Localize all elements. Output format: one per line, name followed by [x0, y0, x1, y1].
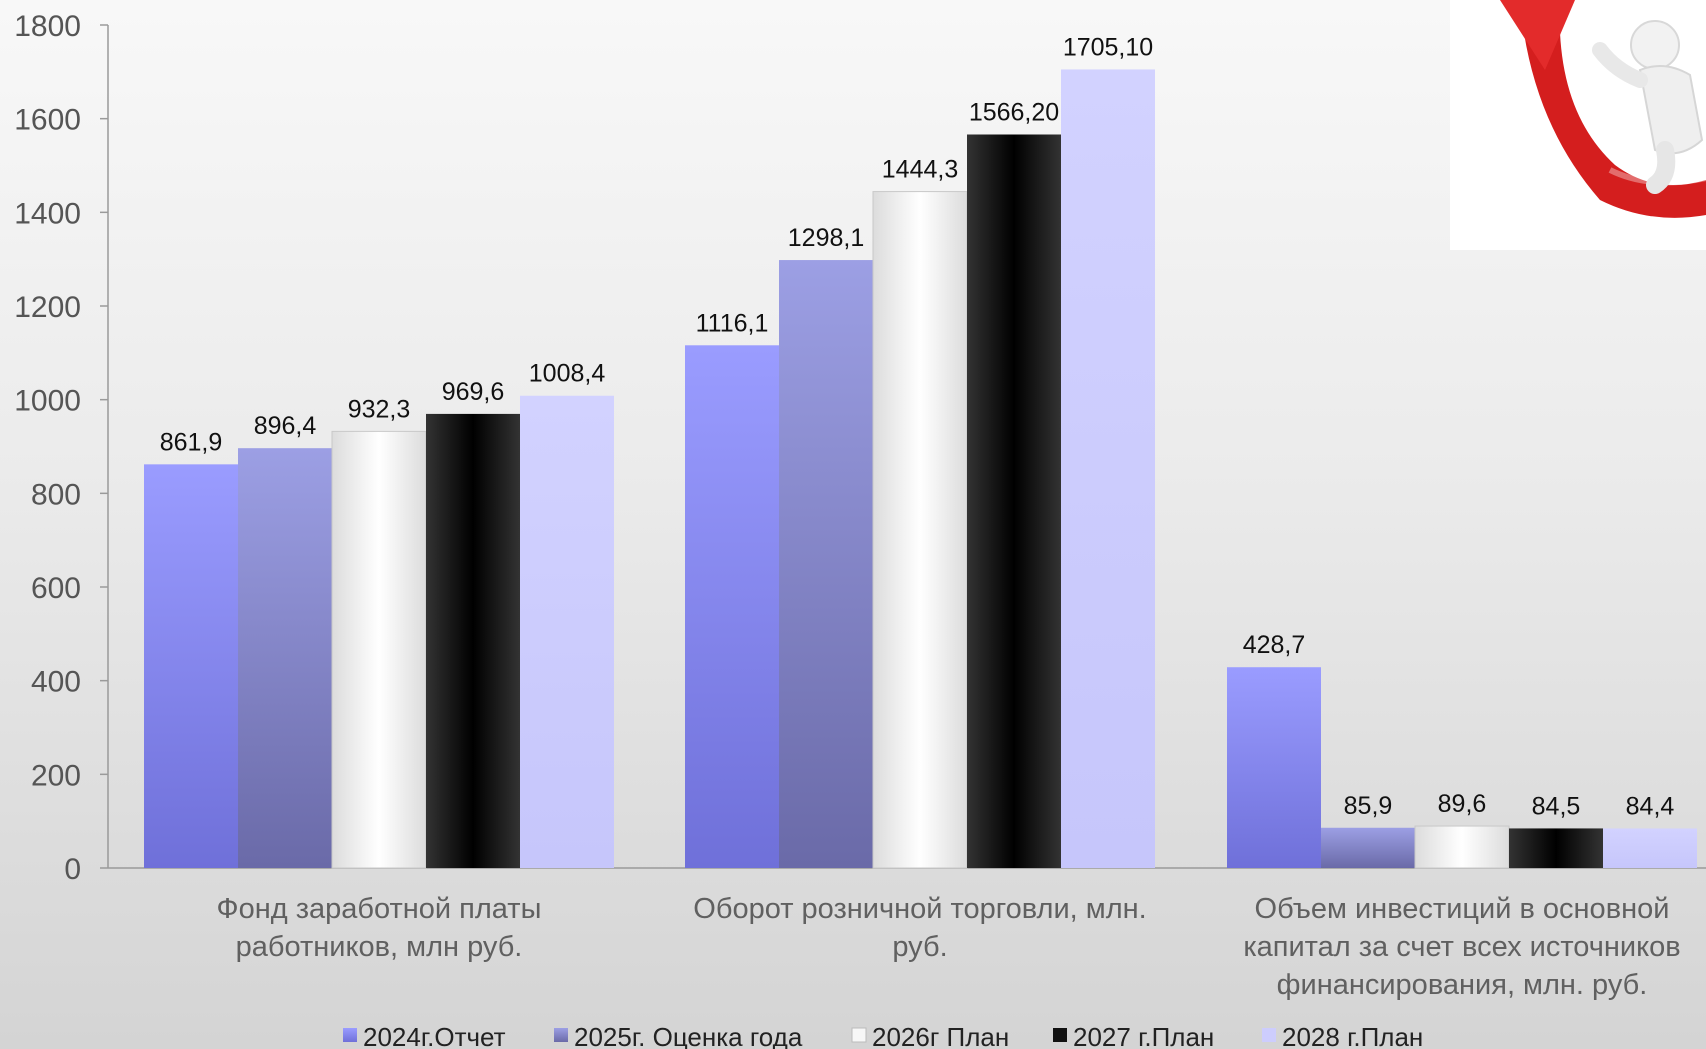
data-label: 84,5 [1532, 792, 1581, 820]
category-label: Объем инвестиций в основной [1255, 893, 1670, 925]
legend-swatch [554, 1028, 568, 1042]
data-label: 969,6 [442, 378, 505, 406]
bar [779, 260, 873, 868]
bar [520, 395, 614, 868]
data-label: 428,7 [1243, 631, 1306, 659]
legend: 2024г.Отчет 2025г. Оценка года 2026г План 2… [343, 1022, 1423, 1049]
y-tick-label: 200 [31, 759, 81, 792]
y-tick-label: 400 [31, 666, 81, 699]
bar [872, 191, 968, 869]
data-label: 1008,4 [529, 360, 606, 388]
data-label: 1566,20 [969, 98, 1059, 126]
legend-swatch [343, 1028, 357, 1042]
bar [238, 448, 332, 868]
bar [1509, 828, 1603, 868]
data-label: 85,9 [1344, 792, 1393, 820]
bar [1321, 827, 1415, 868]
bar [1227, 667, 1321, 868]
data-label: 861,9 [160, 428, 223, 456]
legend-label: 2028 г.План [1282, 1022, 1423, 1049]
bar [967, 134, 1061, 868]
data-label: 1705,10 [1063, 33, 1153, 61]
legend-label: 2024г.Отчет [363, 1022, 506, 1049]
axes: 0 200 400 600 800 1000 1200 1400 1600 1800 [14, 10, 1706, 886]
data-label: 89,6 [1438, 790, 1487, 818]
bar [426, 413, 520, 868]
category-label: работников, млн руб. [236, 931, 523, 963]
y-tick-label: 1800 [14, 10, 81, 43]
bar [144, 464, 238, 868]
y-tick-label: 1600 [14, 104, 81, 137]
data-labels: 861,9 1116,1 428,7 896,4 1298,1 85,9 932,3 1444… [160, 33, 1675, 820]
bar [331, 430, 427, 869]
legend-swatch [1053, 1028, 1067, 1042]
data-label: 1444,3 [882, 156, 958, 184]
data-label: 896,4 [254, 412, 317, 440]
category-label: Оборот розничной торговли, млн. [693, 893, 1146, 925]
category-label: финансирования, млн. руб. [1277, 969, 1648, 1001]
category-labels: Фонд заработной платы работников, млн руб… [217, 893, 1681, 1001]
bars [144, 69, 1697, 869]
category-label: Фонд заработной платы [217, 893, 542, 925]
bar [685, 345, 779, 868]
data-label: 1116,1 [696, 309, 769, 337]
person-on-red-arrow-icon [1500, 0, 1706, 218]
y-tick-label: 1000 [14, 385, 81, 418]
legend-label: 2027 г.План [1073, 1022, 1214, 1049]
data-label: 84,4 [1626, 792, 1675, 820]
data-label: 932,3 [348, 395, 411, 423]
category-label: руб. [892, 931, 947, 963]
legend-swatch [1262, 1028, 1276, 1042]
category-label: капитал за счет всех источников [1243, 931, 1680, 963]
y-tick-label: 1400 [14, 197, 81, 230]
legend-label: 2026г План [872, 1022, 1009, 1049]
bar [1603, 828, 1697, 868]
data-label: 1298,1 [788, 224, 864, 252]
bar [1061, 69, 1155, 869]
legend-label: 2025г. Оценка года [574, 1022, 803, 1049]
y-tick-label: 0 [64, 853, 81, 886]
y-tick-label: 600 [31, 572, 81, 605]
bar [1414, 825, 1510, 869]
decoration-image [1450, 0, 1706, 250]
legend-swatch [851, 1027, 867, 1043]
y-tick-label: 800 [31, 478, 81, 511]
y-tick-label: 1200 [14, 291, 81, 324]
